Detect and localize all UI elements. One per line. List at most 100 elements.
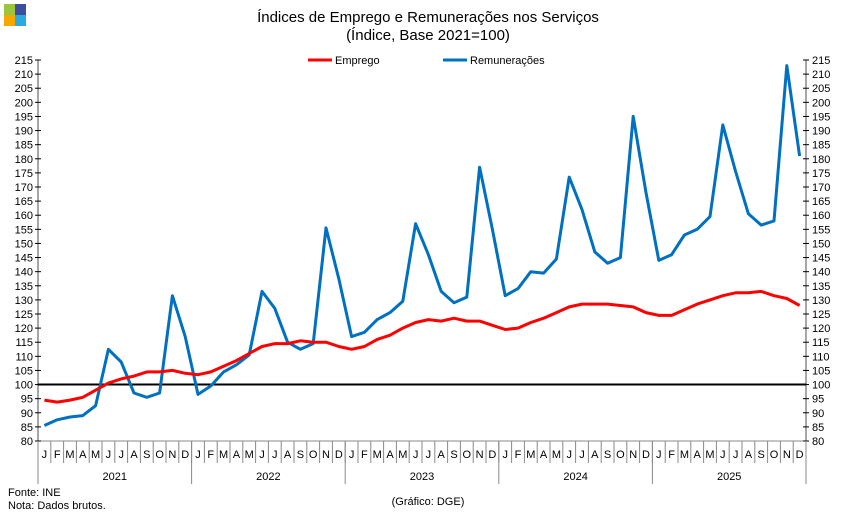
footer-credit: (Gráfico: DGE)	[392, 496, 465, 508]
x-tick-label-month: J	[566, 449, 572, 461]
x-tick-label-month: J	[349, 449, 355, 461]
y-tick-label-left: 200	[15, 97, 33, 109]
x-tick-label-month: J	[118, 449, 124, 461]
series-line-remunerações	[43, 64, 802, 427]
y-tick-label-left: 195	[15, 111, 33, 123]
x-tick-label-month: J	[656, 449, 662, 461]
x-tick-label-year: 2023	[410, 471, 434, 483]
y-tick-label-left: 140	[15, 267, 33, 279]
x-tick-label-month: M	[705, 449, 714, 461]
y-tick-label-left: 90	[21, 408, 33, 420]
y-tick-label-left: 175	[15, 168, 33, 180]
x-tick-label-month: O	[309, 449, 318, 461]
x-tick-label-month: D	[335, 449, 343, 461]
x-tick-label-month: N	[629, 449, 637, 461]
y-tick-label-left: 150	[15, 238, 33, 250]
y-tick-label-left: 125	[15, 309, 33, 321]
x-tick-label-month: J	[259, 449, 265, 461]
y-tick-label-left: 130	[15, 295, 33, 307]
y-tick-label-left: 85	[21, 422, 33, 434]
y-tick-label-right: 195	[812, 111, 830, 123]
x-tick-label-month: J	[195, 449, 201, 461]
x-tick-label-month: M	[65, 449, 74, 461]
y-tick-label-left: 160	[15, 210, 33, 222]
x-tick-label-month: M	[526, 449, 535, 461]
x-tick-label-year: 2024	[563, 471, 587, 483]
x-tick-label-month: O	[155, 449, 164, 461]
x-tick-label-month: F	[361, 449, 368, 461]
x-tick-label-month: S	[450, 449, 457, 461]
logo	[4, 4, 26, 26]
y-tick-label-right: 175	[812, 168, 830, 180]
footer-source: Fonte: INE	[8, 487, 61, 499]
x-tick-label-month: J	[579, 449, 585, 461]
x-tick-label-month: M	[91, 449, 100, 461]
series-line-emprego	[44, 289, 801, 404]
footer-note: Nota: Dados brutos.	[8, 500, 106, 512]
x-tick-label-year: 2022	[256, 471, 280, 483]
y-tick-label-right: 135	[812, 281, 830, 293]
y-tick-label-left: 145	[15, 253, 33, 265]
x-tick-label-month: A	[540, 449, 548, 461]
y-tick-label-right: 140	[812, 267, 830, 279]
y-tick-label-right: 215	[812, 55, 830, 67]
x-tick-label-year: 2025	[717, 471, 741, 483]
x-tick-label-year: 2021	[103, 471, 127, 483]
y-tick-label-left: 120	[15, 323, 33, 335]
x-tick-label-month: F	[668, 449, 675, 461]
x-tick-label-month: A	[233, 449, 241, 461]
legend-label: Remunerações	[470, 55, 545, 67]
y-tick-label-left: 155	[15, 224, 33, 236]
x-tick-label-month: M	[219, 449, 228, 461]
y-tick-label-right: 100	[812, 380, 830, 392]
axes: 80 80 85 85 90 90 95 95 100 100 105 105 110 110 115 115…	[15, 55, 830, 484]
y-tick-label-left: 180	[15, 154, 33, 166]
y-tick-label-left: 190	[15, 126, 33, 138]
y-tick-label-right: 80	[812, 436, 824, 448]
x-tick-label-month: A	[591, 449, 599, 461]
x-tick-label-month: A	[386, 449, 394, 461]
x-tick-label-month: J	[502, 449, 508, 461]
x-tick-label-month: A	[438, 449, 446, 461]
x-tick-label-month: J	[42, 449, 48, 461]
x-tick-label-month: M	[680, 449, 689, 461]
y-tick-label-left: 215	[15, 55, 33, 67]
y-tick-label-left: 100	[15, 380, 33, 392]
y-tick-label-right: 155	[812, 224, 830, 236]
x-tick-label-month: J	[733, 449, 739, 461]
x-tick-label-month: S	[604, 449, 611, 461]
y-tick-label-left: 205	[15, 83, 33, 95]
y-tick-label-right: 85	[812, 422, 824, 434]
y-tick-label-right: 165	[812, 196, 830, 208]
x-tick-label-month: F	[515, 449, 522, 461]
x-tick-label-month: A	[79, 449, 87, 461]
x-tick-label-month: M	[245, 449, 254, 461]
x-tick-label-month: M	[373, 449, 382, 461]
y-tick-label-right: 105	[812, 365, 830, 377]
y-tick-label-left: 115	[15, 337, 33, 349]
chart-subtitle: (Índice, Base 2021=100)	[346, 27, 510, 44]
legend: Emprego Remunerações	[308, 55, 545, 67]
legend-label: Emprego	[335, 55, 380, 67]
x-tick-label-month: J	[106, 449, 112, 461]
y-tick-label-left: 135	[15, 281, 33, 293]
y-tick-label-right: 145	[812, 253, 830, 265]
x-tick-label-month: D	[796, 449, 804, 461]
x-tick-label-month: M	[398, 449, 407, 461]
x-tick-label-month: A	[694, 449, 702, 461]
y-tick-label-right: 180	[812, 154, 830, 166]
x-tick-label-month: M	[552, 449, 561, 461]
x-tick-label-month: S	[143, 449, 150, 461]
y-tick-label-right: 115	[812, 337, 830, 349]
x-tick-label-month: N	[476, 449, 484, 461]
y-tick-label-left: 185	[15, 140, 33, 152]
x-tick-label-month: J	[413, 449, 419, 461]
y-tick-label-left: 95	[21, 394, 33, 406]
y-tick-label-right: 160	[812, 210, 830, 222]
x-tick-label-month: J	[426, 449, 432, 461]
y-tick-label-right: 130	[812, 295, 830, 307]
series-lines	[43, 64, 802, 427]
x-tick-label-month: F	[54, 449, 61, 461]
x-tick-label-month: N	[322, 449, 330, 461]
